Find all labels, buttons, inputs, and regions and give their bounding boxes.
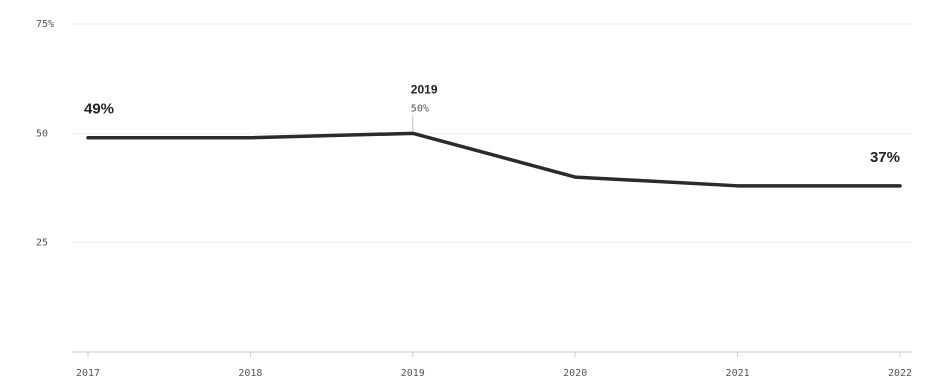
x-tick-label-2019: 2019 (401, 368, 425, 379)
x-tick-label-2020: 2020 (563, 368, 587, 379)
series-line (86, 131, 902, 188)
y-tick-label-50: 50 (36, 128, 48, 139)
start-value-label: 49% (84, 101, 114, 118)
series-layer (86, 131, 902, 188)
x-tick-label-2018: 2018 (238, 368, 262, 379)
y-axis-ticks: 75% 50 25 (36, 19, 54, 249)
end-value-label: 37% (870, 149, 900, 166)
y-tick-label-25: 25 (36, 238, 48, 249)
x-tick-label-2017: 2017 (76, 368, 100, 379)
annotation-title: 2019 (411, 82, 438, 96)
annotation-layer: 2019 50% 49% 37% (84, 82, 900, 165)
annotation-value: 50% (411, 103, 429, 114)
gridlines (72, 23, 912, 244)
x-axis-ticks: 2017 2018 2019 2020 2021 2022 (76, 352, 912, 379)
x-tick-label-2022: 2022 (888, 368, 912, 379)
x-tick-label-2021: 2021 (726, 368, 750, 379)
y-tick-label-75: 75% (36, 19, 54, 30)
